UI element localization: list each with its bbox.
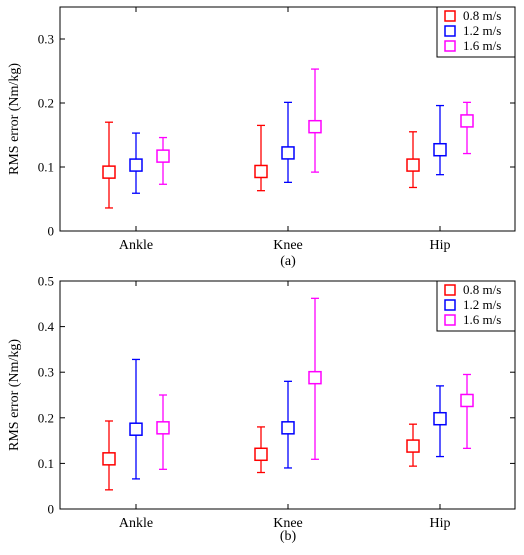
error-bar-hip-0 [406, 131, 420, 189]
legend-label: 0.8 m/s [463, 282, 501, 297]
legend-box [436, 280, 516, 332]
legend-label: 1.2 m/s [463, 297, 501, 312]
error-bar-ankle-1 [129, 358, 143, 480]
mean-marker [460, 393, 474, 408]
legend-label: 1.6 m/s [463, 38, 501, 53]
legend: 0.8 m/s1.2 m/s1.6 m/s [436, 6, 516, 58]
error-bar-hip-1 [433, 385, 447, 458]
mean-marker [156, 421, 170, 435]
y-tick-label: 0 [48, 224, 55, 239]
y-tick-label: 0.3 [38, 365, 54, 380]
mean-marker [102, 165, 116, 179]
mean-marker [460, 114, 474, 128]
error-bar-knee-1 [281, 380, 295, 469]
y-tick-label: 0.4 [38, 319, 55, 334]
error-bar-knee-0 [254, 426, 268, 474]
legend-marker [444, 25, 456, 37]
mean-marker [406, 439, 420, 453]
legend-label: 1.2 m/s [463, 23, 501, 38]
panel-caption: (a) [280, 254, 296, 269]
error-bar-ankle-0 [102, 121, 116, 209]
y-axis-title: RMS error (Nm/kg) [7, 339, 22, 451]
error-bar-ankle-0 [102, 420, 116, 491]
legend: 0.8 m/s1.2 m/s1.6 m/s [436, 280, 516, 332]
x-tick-label-ankle: Ankle [119, 516, 153, 531]
mean-marker [433, 142, 447, 157]
mean-marker [156, 149, 170, 163]
mean-marker [129, 422, 143, 436]
error-bar-knee-0 [254, 124, 268, 192]
legend-marker [444, 284, 456, 296]
legend-box [436, 6, 516, 58]
legend-marker [444, 299, 456, 311]
error-bar-ankle-2 [156, 394, 170, 470]
legend-label: 0.8 m/s [463, 8, 501, 23]
x-tick-label-hip: Hip [430, 238, 451, 253]
y-tick-label: 0.2 [38, 96, 54, 111]
y-axis-title: RMS error (Nm/kg) [7, 63, 22, 175]
y-tick-label: 0.1 [38, 456, 54, 471]
mean-marker [102, 452, 116, 466]
legend-label: 1.6 m/s [463, 312, 501, 327]
y-tick-label: 0.3 [38, 32, 54, 47]
error-bar-knee-2 [308, 297, 322, 460]
x-tick-label-knee: Knee [273, 238, 303, 253]
mean-marker [281, 421, 295, 435]
error-bar-ankle-1 [129, 132, 143, 194]
y-tick-label: 0.1 [38, 160, 54, 175]
mean-marker [129, 158, 143, 172]
x-tick-label-knee: Knee [273, 516, 303, 531]
mean-marker [308, 370, 322, 385]
y-tick-label: 0 [48, 502, 55, 517]
mean-marker [281, 146, 295, 160]
mean-marker [433, 411, 447, 426]
y-tick-label: 0.5 [38, 274, 54, 289]
error-bar-hip-2 [460, 373, 474, 450]
x-tick-label-ankle: Ankle [119, 238, 153, 253]
panel-caption: (b) [280, 529, 297, 544]
y-tick-label: 0.2 [38, 410, 54, 425]
legend-marker [444, 40, 456, 52]
error-bar-hip-2 [460, 101, 474, 155]
chart-panel-b: 0 0.1 0.2 0.3 0.4 0.5 Ankle Knee Hip RMS error (N… [7, 274, 516, 544]
mean-marker [308, 119, 322, 134]
chart-panel-a: 0 0.1 0.2 0.3 Ankle Knee Hip RMS error (Nm/kg) (… [7, 6, 516, 269]
error-bar-hip-0 [406, 423, 420, 467]
error-bar-knee-2 [308, 68, 322, 173]
mean-marker [254, 164, 268, 179]
mean-marker [254, 447, 268, 462]
error-bar-hip-1 [433, 104, 447, 176]
mean-marker [406, 158, 420, 172]
x-tick-label-hip: Hip [430, 516, 451, 531]
legend-marker [444, 314, 456, 326]
error-bar-knee-1 [281, 101, 295, 184]
error-bar-ankle-2 [156, 136, 170, 185]
legend-marker [444, 10, 456, 22]
